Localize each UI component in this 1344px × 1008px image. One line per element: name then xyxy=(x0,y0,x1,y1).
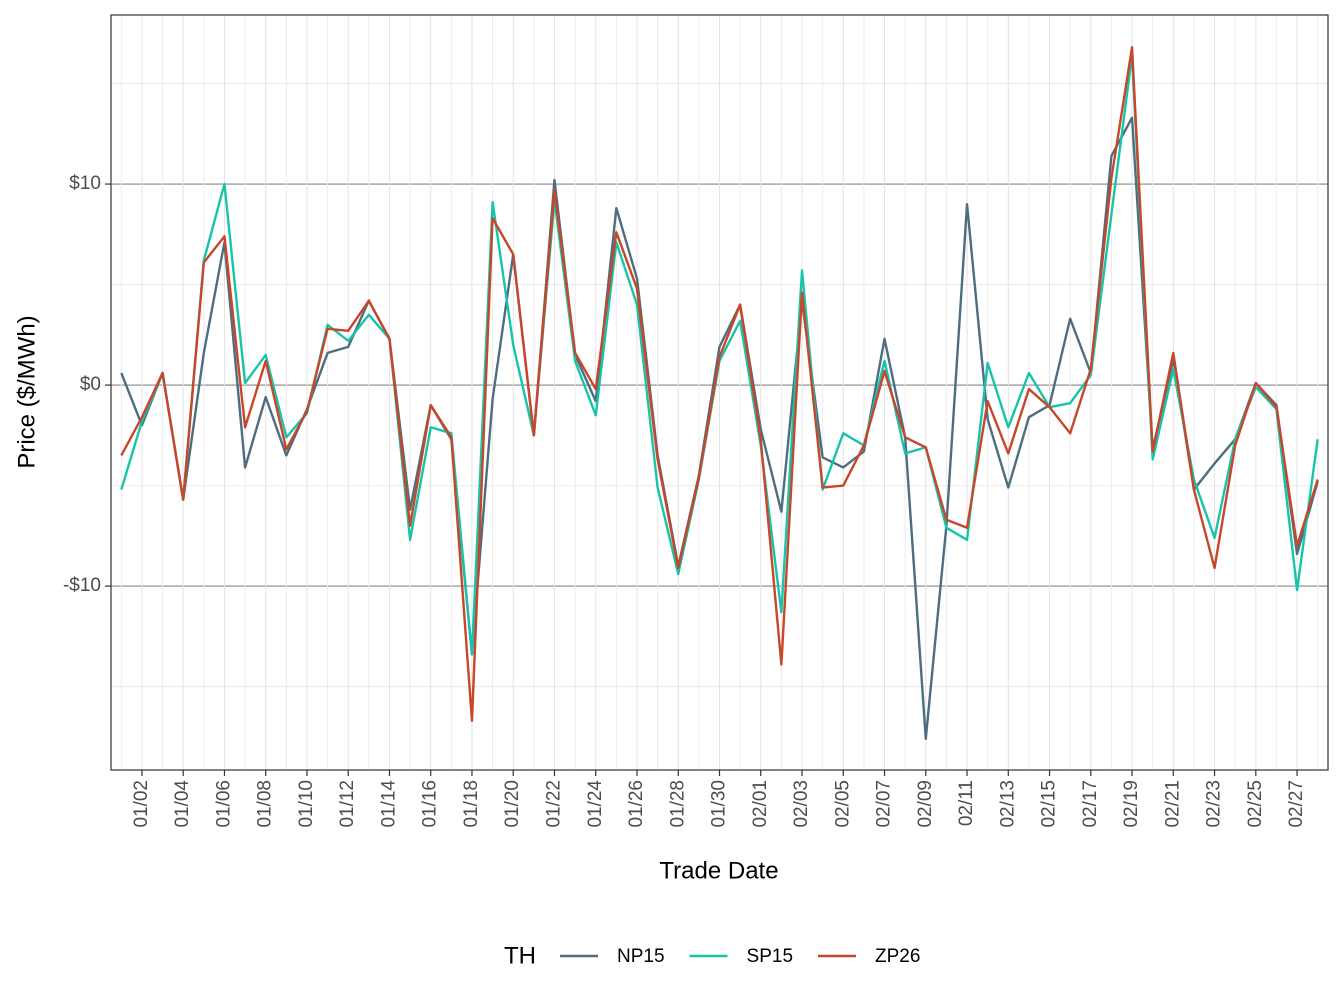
x-tick-label: 01/30 xyxy=(709,780,730,828)
x-tick-label: 01/04 xyxy=(172,780,193,828)
lines xyxy=(120,46,1319,741)
x-tick-label: 01/22 xyxy=(543,780,564,828)
legend-label: ZP26 xyxy=(875,946,920,967)
axes: -$10 $0 $10 01/02 01/04 01/06 01/08 01/10 01/12 0… xyxy=(63,173,1307,827)
x-tick-label: 01/28 xyxy=(667,780,688,828)
x-tick-label: 02/07 xyxy=(874,780,895,828)
x-tick-label: 01/02 xyxy=(131,780,152,828)
series-line xyxy=(120,46,1319,722)
x-tick-label: 02/05 xyxy=(832,780,853,828)
x-tick-label: 02/25 xyxy=(1245,780,1266,828)
x-tick-label: 01/06 xyxy=(213,780,234,828)
y-tick-label: $0 xyxy=(80,374,101,395)
x-tick-label: 01/10 xyxy=(296,780,317,828)
legend-label: NP15 xyxy=(617,946,665,967)
x-tick-label: 02/23 xyxy=(1204,780,1225,828)
x-tick-label: 01/12 xyxy=(337,780,358,828)
x-tick-label: 01/14 xyxy=(378,780,399,828)
x-tick-label: 01/18 xyxy=(461,780,482,828)
y-axis-title: Price ($/MWh) xyxy=(13,315,40,468)
x-axis-title: Trade Date xyxy=(659,857,778,884)
x-tick-label: 01/20 xyxy=(502,780,523,828)
x-tick-label: 01/16 xyxy=(420,780,441,828)
x-tick-label: 02/11 xyxy=(956,780,977,826)
grid xyxy=(111,15,1328,770)
x-tick-label: 02/17 xyxy=(1080,780,1101,828)
x-tick-label: 02/21 xyxy=(1162,780,1183,828)
x-tick-label: 02/09 xyxy=(915,780,936,828)
x-tick-label: 02/19 xyxy=(1121,780,1142,828)
x-tick-label: 01/26 xyxy=(626,780,647,828)
y-tick-label: $10 xyxy=(69,173,101,194)
y-tick-label: -$10 xyxy=(63,575,101,596)
x-tick-label: 02/15 xyxy=(1039,780,1060,828)
x-tick-label: 02/01 xyxy=(750,780,771,828)
series-line xyxy=(120,116,1319,741)
x-tick-label: 01/24 xyxy=(585,780,606,828)
x-tick-label: 01/08 xyxy=(255,780,276,828)
legend-label: SP15 xyxy=(747,946,793,967)
legend: NP15 SP15 ZP26 xyxy=(560,946,920,967)
legend-title: TH xyxy=(504,942,536,969)
x-tick-label: 02/03 xyxy=(791,780,812,828)
x-tick-label: 02/27 xyxy=(1286,780,1307,828)
x-tick-label: 02/13 xyxy=(997,780,1018,828)
